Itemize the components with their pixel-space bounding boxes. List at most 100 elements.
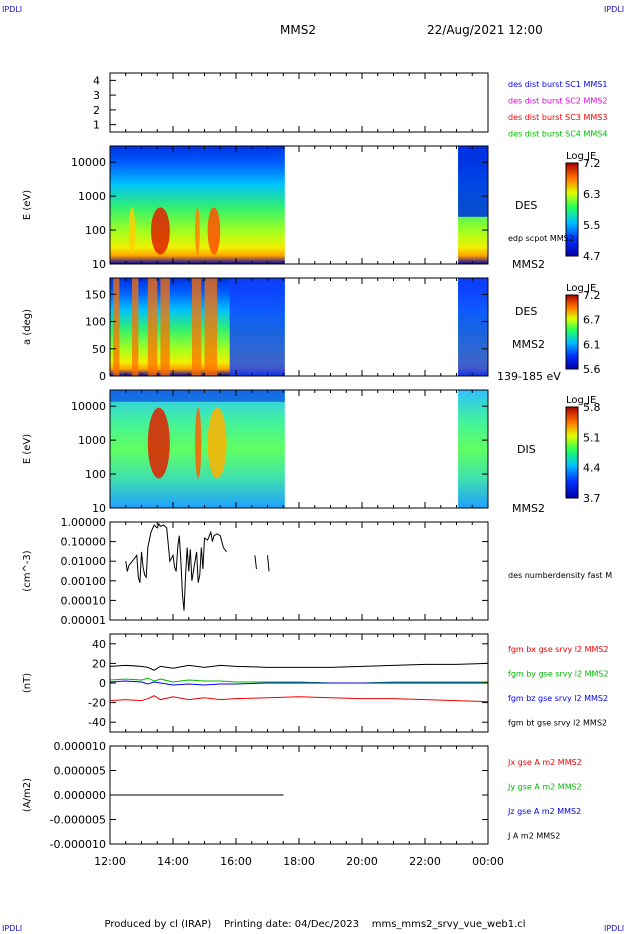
ytick-label: 40 bbox=[92, 638, 106, 651]
colorbar-title: Log JE bbox=[566, 283, 596, 294]
ytick-label: 50 bbox=[92, 343, 106, 356]
bfield-series-1 bbox=[109, 695, 489, 703]
density-label: des numberdensity fast M bbox=[508, 571, 612, 580]
bfield-series-3 bbox=[109, 680, 488, 686]
ytick-label: 0.000010 bbox=[54, 740, 107, 753]
bfield-legend-4: fgm bt gse srvy l2 MMS2 bbox=[508, 719, 607, 728]
ytick-label: -40 bbox=[88, 716, 106, 729]
xtick-label: 16:00 bbox=[220, 855, 252, 868]
colorbar bbox=[565, 162, 579, 257]
ylabel: E (eV) bbox=[22, 190, 33, 220]
ytick-label: 10 bbox=[92, 258, 106, 271]
ytick-label: 3 bbox=[93, 89, 100, 102]
ytick-label: 2 bbox=[93, 104, 100, 117]
bfield-series-4 bbox=[109, 662, 489, 671]
ylabel: E (eV) bbox=[22, 434, 33, 464]
ytick-label: 0 bbox=[99, 370, 106, 383]
footer-line: Produced by cl (IRAP) Printing date: 04/… bbox=[0, 919, 630, 930]
ytick-label: 1.00000 bbox=[61, 516, 107, 529]
edp-label: edp scpot MMS2 bbox=[508, 234, 574, 243]
colorbar-tick: 6.1 bbox=[583, 338, 601, 351]
pitch-band bbox=[160, 278, 170, 376]
energy-range-label: 139-185 eV bbox=[497, 370, 561, 383]
dis-top-band bbox=[110, 390, 285, 402]
spectrogram-blob bbox=[207, 207, 221, 255]
ytick-label: -0.000005 bbox=[50, 814, 106, 827]
mms2-label-2: MMS2 bbox=[512, 338, 545, 351]
xtick-label: 12:00 bbox=[94, 855, 126, 868]
ytick-label: 1 bbox=[93, 119, 100, 132]
colorbar bbox=[565, 294, 579, 370]
legend-entry: des dist burst SC4 MMS4 bbox=[508, 130, 607, 139]
corner-label-bottom-left: IPDLI bbox=[2, 924, 23, 933]
bfield-legend-1: fgm bx gse srvy l2 MMS2 bbox=[508, 645, 609, 654]
footer-produced-by: Produced by cl (IRAP) bbox=[104, 919, 212, 930]
colorbar-tick: 6.7 bbox=[583, 314, 601, 327]
pitch-band-low bbox=[229, 278, 285, 376]
xtick-label: 18:00 bbox=[283, 855, 315, 868]
colorbar-tick: 5.5 bbox=[583, 219, 601, 232]
density-series-1 bbox=[125, 522, 227, 611]
ytick-label: 4 bbox=[93, 74, 100, 87]
corner-label-top-left: IPDLI bbox=[2, 5, 23, 14]
colorbar-tick: 5.1 bbox=[583, 431, 601, 444]
panel-frame-1 bbox=[109, 72, 489, 133]
ytick-label: 150 bbox=[85, 288, 106, 301]
ylabel: (A/m2) bbox=[22, 778, 33, 812]
density-series-3 bbox=[267, 555, 270, 572]
legend-entry: des dist burst SC3 MMS3 bbox=[508, 113, 607, 122]
colorbar-tick: 5.8 bbox=[583, 401, 601, 414]
bfield-legend-2: fgm by gse srvy l2 MMS2 bbox=[508, 670, 609, 679]
des-label: DES bbox=[515, 199, 537, 212]
ytick-label: 0.000005 bbox=[54, 765, 107, 778]
ytick-label: 10000 bbox=[71, 400, 106, 413]
xtick-label: 14:00 bbox=[157, 855, 189, 868]
ytick-label: 1000 bbox=[78, 434, 106, 447]
corner-label-bottom-right: IPDLI bbox=[604, 924, 625, 933]
ytick-label: 0.000000 bbox=[54, 789, 107, 802]
pitch-band bbox=[204, 278, 218, 376]
ylabel: (cm^-3) bbox=[22, 550, 33, 591]
dis-blob bbox=[207, 407, 227, 479]
corner-label-top-right: IPDLI bbox=[604, 5, 625, 14]
spectrogram-blob bbox=[128, 207, 136, 255]
mms2-label: MMS2 bbox=[512, 258, 545, 271]
spectrogram-block bbox=[458, 390, 488, 508]
pitch-band-late bbox=[458, 278, 488, 376]
current-legend-3: Jz gse A m2 MMS2 bbox=[507, 807, 581, 816]
colorbar-tick: 3.7 bbox=[583, 492, 601, 505]
ytick-label: 0.00100 bbox=[61, 575, 107, 588]
colorbar-tick: 4.4 bbox=[583, 462, 601, 475]
spectrogram-blob bbox=[150, 207, 170, 255]
colorbar-tick: 4.7 bbox=[583, 250, 601, 263]
ytick-label: 100 bbox=[85, 224, 106, 237]
ytick-label: 20 bbox=[92, 657, 106, 670]
des-label-2: DES bbox=[515, 305, 537, 318]
ytick-label: -0.000010 bbox=[50, 838, 106, 851]
density-series-2 bbox=[254, 555, 257, 570]
ytick-label: -20 bbox=[88, 697, 106, 710]
ytick-label: 0 bbox=[99, 677, 106, 690]
datetime-title: 22/Aug/2021 12:00 bbox=[427, 23, 543, 37]
footer-filename: mms_mms2_srvy_vue_web1.cl bbox=[371, 919, 526, 930]
bfield-series-2 bbox=[109, 677, 488, 684]
colorbar-tick: 7.2 bbox=[583, 289, 601, 302]
colorbar-tick: 7.2 bbox=[583, 157, 601, 170]
current-legend-4: J A m2 MMS2 bbox=[507, 832, 560, 841]
bfield-legend-3: fgm bz gse srvy l2 MMS2 bbox=[508, 694, 608, 703]
colorbar-title: Log JE bbox=[566, 151, 596, 162]
colorbar-tick: 6.3 bbox=[583, 188, 601, 201]
current-legend-2: Jy gse A m2 MMS2 bbox=[507, 783, 582, 792]
ylabel: (nT) bbox=[22, 673, 33, 693]
ytick-label: 0.00001 bbox=[61, 614, 107, 627]
dis-blob bbox=[195, 407, 202, 479]
ytick-label: 10000 bbox=[71, 156, 106, 169]
ytick-label: 100 bbox=[85, 316, 106, 329]
pitch-band bbox=[132, 278, 139, 376]
colorbar-tick: 5.6 bbox=[583, 363, 601, 376]
ytick-label: 10 bbox=[92, 502, 106, 515]
legend-entry: des dist burst SC1 MMS1 bbox=[508, 80, 607, 89]
current-legend-1: Jx gse A m2 MMS2 bbox=[507, 758, 582, 767]
colorbar bbox=[565, 406, 579, 499]
ytick-label: 0.00010 bbox=[61, 594, 107, 607]
